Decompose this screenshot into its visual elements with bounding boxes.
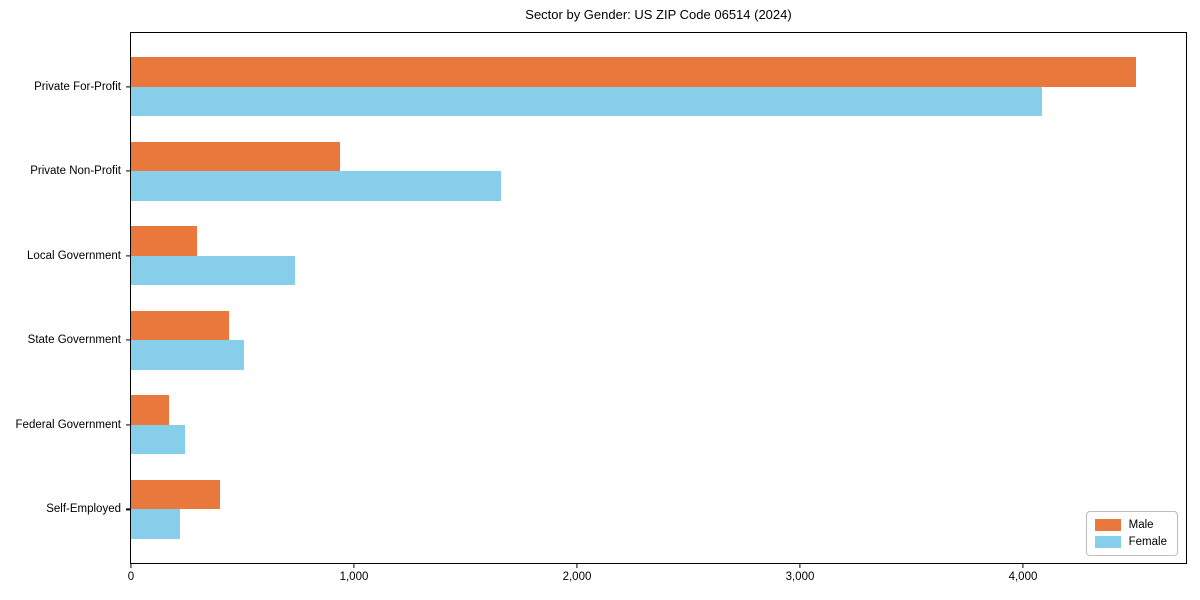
bar-male-5 [131,479,221,510]
y-tick-mark-4 [126,424,130,426]
bar-male-3 [131,310,229,341]
y-tick-label-3: State Government [27,334,121,347]
x-tick-mark-1 [353,564,355,568]
y-tick-label-5: Self-Employed [46,503,121,516]
plot-area [130,32,1187,564]
bar-female-3 [131,340,244,370]
x-tick-mark-4 [1022,564,1024,568]
y-tick-mark-0 [126,86,130,88]
legend-swatch-male [1094,519,1121,531]
y-tick-label-2: Local Government [27,249,121,262]
x-tick-label-4: 4,000 [1008,571,1038,583]
legend-item-female: Female [1094,536,1167,548]
bar-male-0 [131,57,1136,87]
legend-label-female: Female [1128,536,1167,548]
y-tick-mark-5 [126,508,130,510]
y-tick-mark-1 [126,170,130,172]
y-tick-label-4: Federal Government [15,418,121,431]
bar-female-1 [131,171,501,201]
legend-swatch-female [1094,536,1121,548]
bar-male-4 [131,395,169,425]
y-tick-mark-3 [126,339,130,341]
y-tick-mark-2 [126,255,130,257]
x-tick-label-3: 3,000 [785,571,815,583]
bar-female-2 [131,255,295,286]
bar-male-1 [131,141,340,172]
x-tick-label-2: 2,000 [562,571,592,583]
chart-title: Sector by Gender: US ZIP Code 06514 (202… [525,7,792,22]
bar-female-0 [131,86,1042,117]
legend: Male Female [1085,511,1178,556]
y-tick-label-1: Private Non-Profit [30,165,121,178]
y-tick-label-0: Private For-Profit [34,80,121,93]
legend-item-male: Male [1094,519,1167,531]
x-tick-mark-2 [576,564,578,568]
bar-female-4 [131,424,185,455]
bar-male-2 [131,226,197,256]
x-tick-label-0: 0 [127,571,135,583]
x-tick-mark-3 [799,564,801,568]
x-tick-mark-0 [130,564,132,568]
x-tick-label-1: 1,000 [339,571,369,583]
legend-label-male: Male [1128,519,1154,531]
bar-female-5 [131,509,181,539]
